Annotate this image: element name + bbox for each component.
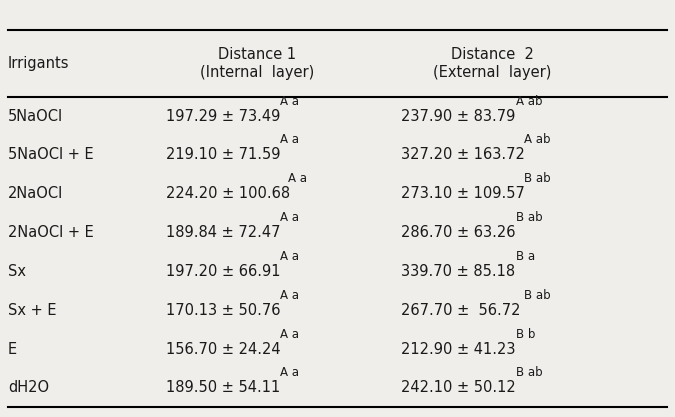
Text: 267.70 ±  56.72: 267.70 ± 56.72 — [402, 303, 521, 318]
Text: Sx: Sx — [8, 264, 26, 279]
Text: A a: A a — [281, 133, 300, 146]
Text: 2NaOCl: 2NaOCl — [8, 186, 63, 201]
Text: B ab: B ab — [524, 289, 550, 302]
Text: A ab: A ab — [524, 133, 550, 146]
Text: 2NaOCl + E: 2NaOCl + E — [8, 225, 94, 240]
Text: B a: B a — [516, 250, 535, 263]
Text: Distance  2
(External  layer): Distance 2 (External layer) — [433, 47, 551, 80]
Text: Distance 1
(Internal  layer): Distance 1 (Internal layer) — [200, 47, 314, 80]
Text: A a: A a — [281, 211, 300, 224]
Text: dH2O: dH2O — [8, 380, 49, 395]
Text: 224.20 ± 100.68: 224.20 ± 100.68 — [166, 186, 290, 201]
Text: A a: A a — [288, 172, 307, 185]
Text: A a: A a — [281, 327, 300, 341]
Text: 5NaOCl + E: 5NaOCl + E — [8, 148, 94, 162]
Text: 273.10 ± 109.57: 273.10 ± 109.57 — [402, 186, 525, 201]
Text: A a: A a — [281, 367, 300, 379]
Text: E: E — [8, 342, 18, 357]
Text: A a: A a — [281, 250, 300, 263]
Text: 219.10 ± 71.59: 219.10 ± 71.59 — [166, 148, 281, 162]
Text: 286.70 ± 63.26: 286.70 ± 63.26 — [402, 225, 516, 240]
Text: Irrigants: Irrigants — [8, 56, 70, 71]
Text: 339.70 ± 85.18: 339.70 ± 85.18 — [402, 264, 516, 279]
Text: 242.10 ± 50.12: 242.10 ± 50.12 — [402, 380, 516, 395]
Text: 5NaOCl: 5NaOCl — [8, 108, 63, 123]
Text: B b: B b — [516, 327, 535, 341]
Text: A ab: A ab — [516, 95, 542, 108]
Text: 197.20 ± 66.91: 197.20 ± 66.91 — [166, 264, 281, 279]
Text: A a: A a — [281, 95, 300, 108]
Text: A a: A a — [281, 289, 300, 302]
Text: 197.29 ± 73.49: 197.29 ± 73.49 — [166, 108, 280, 123]
Text: B ab: B ab — [516, 367, 543, 379]
Text: 189.84 ± 72.47: 189.84 ± 72.47 — [166, 225, 281, 240]
Text: Sx + E: Sx + E — [8, 303, 57, 318]
Text: B ab: B ab — [524, 172, 550, 185]
Text: 327.20 ± 163.72: 327.20 ± 163.72 — [402, 148, 525, 162]
Text: B ab: B ab — [516, 211, 543, 224]
Text: 156.70 ± 24.24: 156.70 ± 24.24 — [166, 342, 281, 357]
Text: 237.90 ± 83.79: 237.90 ± 83.79 — [402, 108, 516, 123]
Text: 170.13 ± 50.76: 170.13 ± 50.76 — [166, 303, 281, 318]
Text: 189.50 ± 54.11: 189.50 ± 54.11 — [166, 380, 280, 395]
Text: 212.90 ± 41.23: 212.90 ± 41.23 — [402, 342, 516, 357]
